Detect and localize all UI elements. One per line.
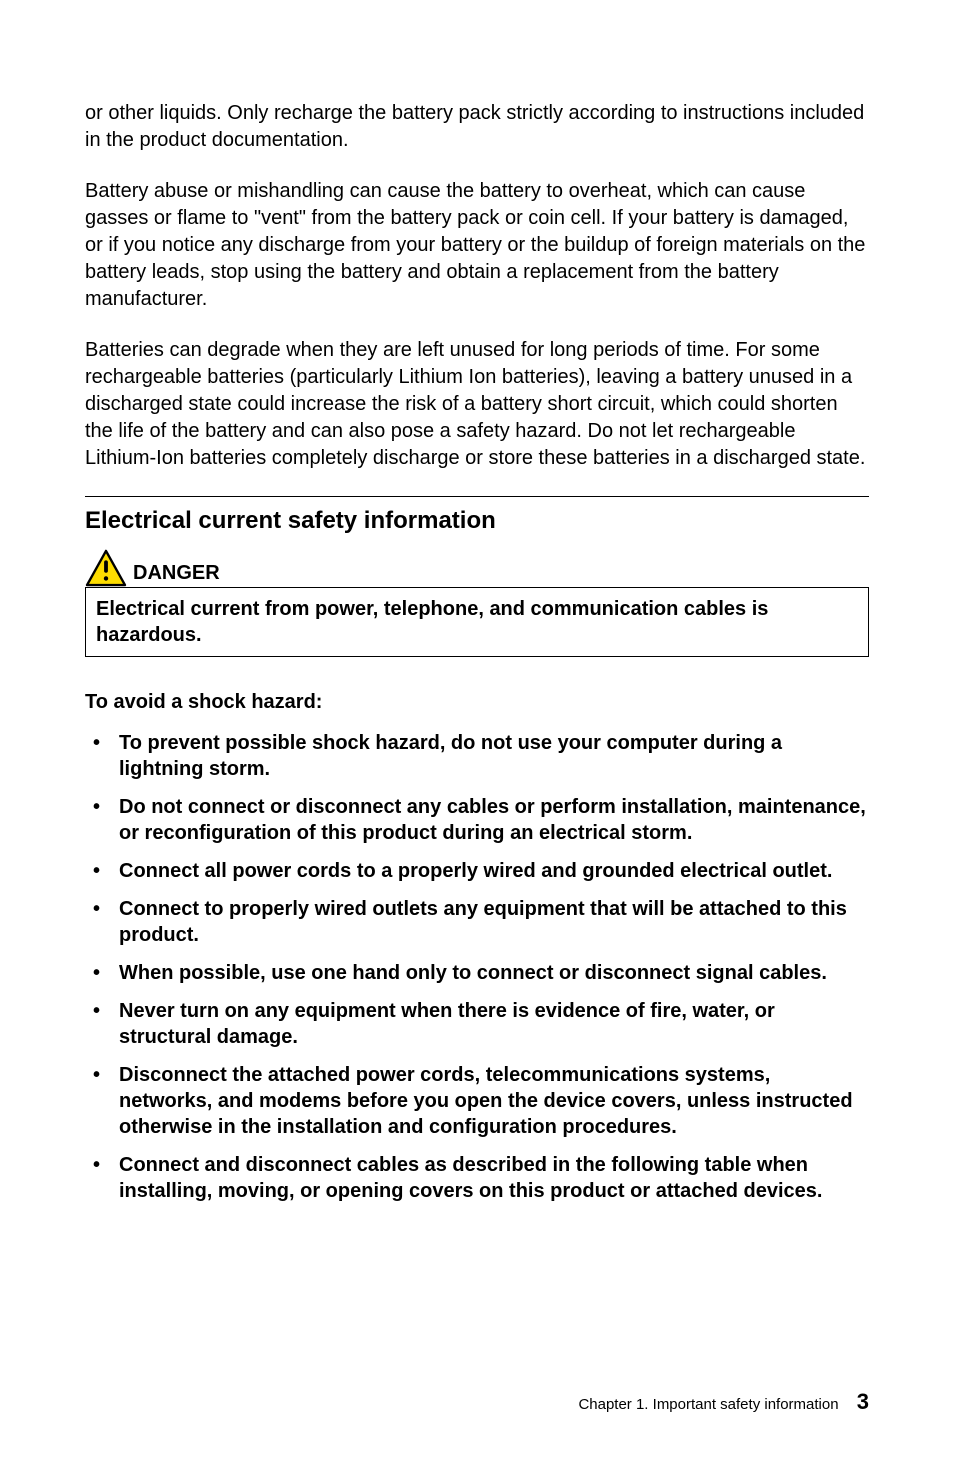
danger-box: Electrical current from power, telephone… (85, 587, 869, 657)
paragraph-2: Battery abuse or mishandling can cause t… (85, 178, 869, 313)
footer-chapter: Chapter 1. Important safety information (578, 1396, 838, 1413)
paragraph-3: Batteries can degrade when they are left… (85, 337, 869, 472)
page-footer: Chapter 1. Important safety information … (85, 1349, 869, 1415)
bullets-list: To prevent possible shock hazard, do not… (85, 730, 869, 1204)
section-divider (85, 496, 869, 497)
paragraph-1: or other liquids. Only recharge the batt… (85, 100, 869, 154)
content-area: or other liquids. Only recharge the batt… (85, 100, 869, 1349)
bullet-item: Connect all power cords to a properly wi… (85, 858, 869, 884)
warning-triangle-icon (85, 549, 127, 587)
footer-page-number: 3 (857, 1389, 869, 1414)
bullet-item: Do not connect or disconnect any cables … (85, 794, 869, 846)
danger-label: DANGER (133, 562, 220, 587)
section-heading: Electrical current safety information (85, 507, 869, 535)
bullet-item: Connect to properly wired outlets any eq… (85, 896, 869, 948)
page: or other liquids. Only recharge the batt… (0, 0, 954, 1475)
bullet-item: Connect and disconnect cables as describ… (85, 1152, 869, 1204)
danger-header: DANGER (85, 549, 869, 587)
bullet-item: Disconnect the attached power cords, tel… (85, 1062, 869, 1140)
bullets-lead: To avoid a shock hazard: (85, 691, 869, 714)
bullet-item: To prevent possible shock hazard, do not… (85, 730, 869, 782)
bullet-item: When possible, use one hand only to conn… (85, 960, 869, 986)
bullet-item: Never turn on any equipment when there i… (85, 998, 869, 1050)
